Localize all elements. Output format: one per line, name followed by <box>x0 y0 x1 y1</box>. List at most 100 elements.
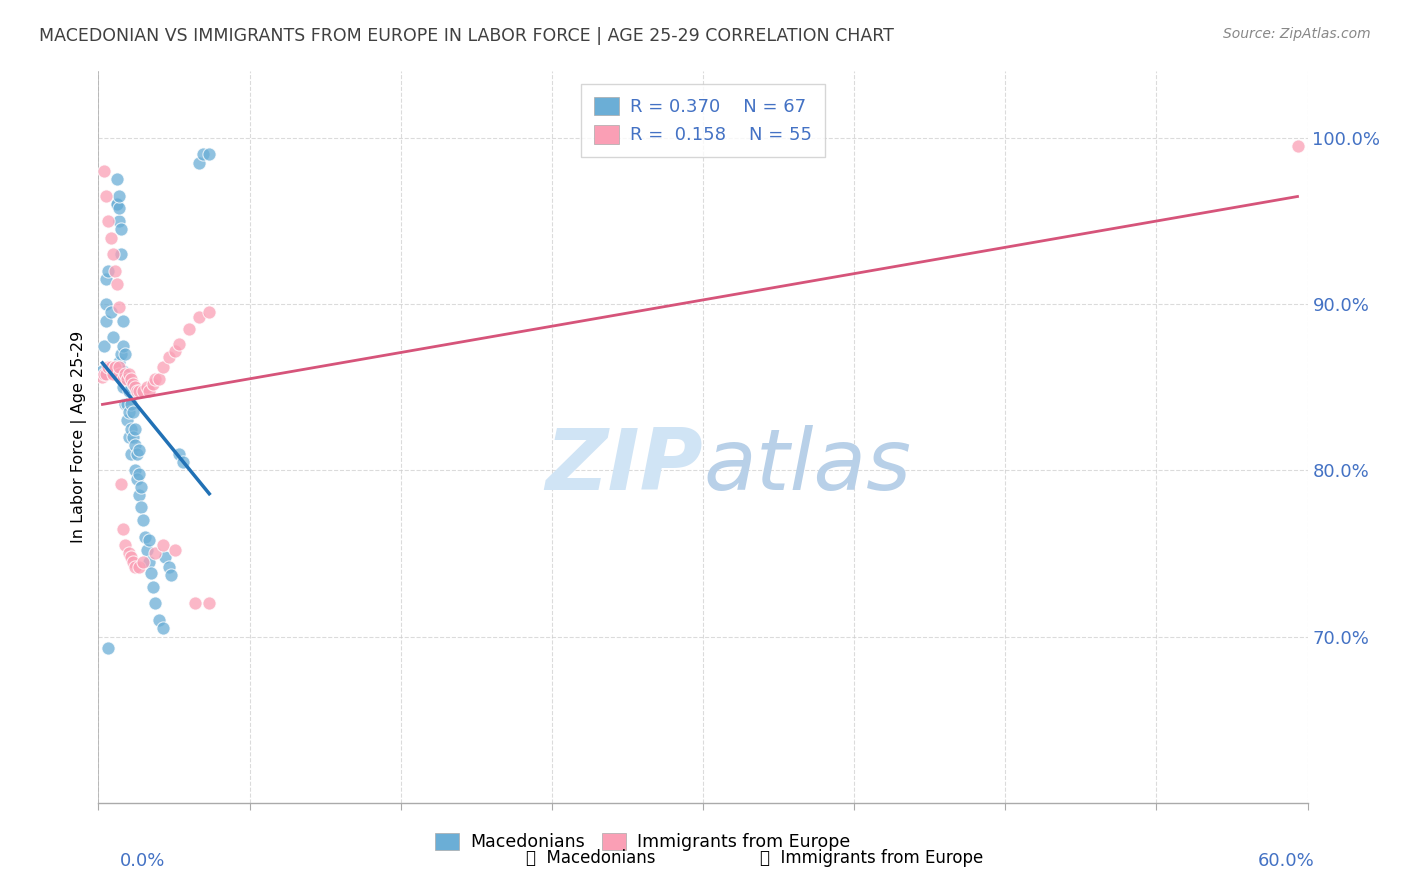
Point <box>132 555 155 569</box>
Point <box>132 513 155 527</box>
Point <box>128 443 150 458</box>
Point <box>188 310 211 325</box>
Point <box>198 305 221 319</box>
Point <box>103 360 125 375</box>
Point <box>114 397 136 411</box>
Text: ⬜  Immigrants from Europe: ⬜ Immigrants from Europe <box>761 849 983 867</box>
Point <box>184 596 207 610</box>
Point <box>107 201 129 215</box>
Point <box>105 197 128 211</box>
Point <box>101 330 124 344</box>
Point <box>157 559 180 574</box>
Point <box>134 530 156 544</box>
Point <box>163 343 186 358</box>
Point <box>152 538 174 552</box>
Point <box>128 467 150 481</box>
Point <box>132 384 155 398</box>
Point <box>198 147 221 161</box>
Text: ⬜  Macedonians: ⬜ Macedonians <box>526 849 655 867</box>
Point <box>110 347 132 361</box>
Point <box>138 384 160 398</box>
Point <box>118 384 141 398</box>
Point <box>107 355 129 369</box>
Point <box>121 430 143 444</box>
Point <box>179 322 201 336</box>
Point <box>152 360 174 375</box>
Point <box>128 488 150 502</box>
Point <box>124 559 146 574</box>
Point <box>111 363 134 377</box>
Point <box>96 367 118 381</box>
Text: Source: ZipAtlas.com: Source: ZipAtlas.com <box>1223 27 1371 41</box>
Y-axis label: In Labor Force | Age 25-29: In Labor Force | Age 25-29 <box>72 331 87 543</box>
Point <box>124 380 146 394</box>
Point <box>193 147 215 161</box>
Point <box>105 172 128 186</box>
Point <box>148 372 170 386</box>
Point <box>124 422 146 436</box>
Point <box>163 543 186 558</box>
Point <box>124 463 146 477</box>
Text: ZIP: ZIP <box>546 425 703 508</box>
Point <box>198 596 221 610</box>
Point <box>135 380 157 394</box>
Text: atlas: atlas <box>703 425 911 508</box>
Point <box>107 360 129 375</box>
Point <box>118 430 141 444</box>
Point <box>107 189 129 203</box>
Point <box>120 380 142 394</box>
Point <box>153 549 176 564</box>
Point <box>110 247 132 261</box>
Point <box>111 380 134 394</box>
Text: 60.0%: 60.0% <box>1258 852 1315 870</box>
Point <box>111 521 134 535</box>
Point <box>103 363 125 377</box>
Point <box>100 230 122 244</box>
Point <box>129 500 152 514</box>
Point <box>93 367 115 381</box>
Point <box>111 339 134 353</box>
Point <box>91 370 114 384</box>
Point <box>172 455 194 469</box>
Point <box>111 372 134 386</box>
Point <box>97 264 120 278</box>
Point <box>160 568 183 582</box>
Point <box>93 339 115 353</box>
Point <box>118 405 141 419</box>
Point <box>135 543 157 558</box>
Point <box>115 413 138 427</box>
Point <box>121 405 143 419</box>
Point <box>142 376 165 391</box>
Point <box>143 546 166 560</box>
Point <box>142 580 165 594</box>
Point <box>121 555 143 569</box>
Point <box>143 596 166 610</box>
Point <box>129 480 152 494</box>
Point <box>96 272 118 286</box>
Point <box>107 367 129 381</box>
Point <box>103 264 125 278</box>
Point <box>148 613 170 627</box>
Point <box>97 214 120 228</box>
Point <box>157 351 180 365</box>
Point <box>114 372 136 386</box>
Point <box>96 314 118 328</box>
Point <box>91 363 114 377</box>
Point <box>103 360 125 375</box>
Point <box>167 337 190 351</box>
Point <box>100 305 122 319</box>
Point <box>115 397 138 411</box>
Point <box>121 376 143 391</box>
Point <box>120 549 142 564</box>
Point <box>111 314 134 328</box>
Legend: Macedonians, Immigrants from Europe: Macedonians, Immigrants from Europe <box>426 824 859 860</box>
Point <box>128 559 150 574</box>
Text: 0.0%: 0.0% <box>120 852 165 870</box>
Point <box>101 247 124 261</box>
Point <box>120 397 142 411</box>
Point <box>96 189 118 203</box>
Point <box>188 156 211 170</box>
Point <box>143 372 166 386</box>
Point <box>97 641 120 656</box>
Point <box>107 301 129 315</box>
